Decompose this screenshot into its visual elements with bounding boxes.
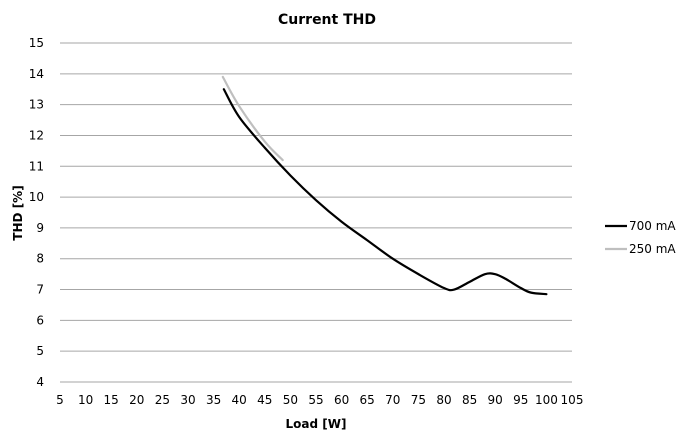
y-tick-label: 12 [29, 128, 44, 142]
y-axis-title: THD [%] [11, 185, 25, 240]
y-tick-label: 10 [29, 190, 44, 204]
x-tick-label: 60 [334, 393, 349, 407]
y-tick-label: 9 [36, 221, 44, 235]
series-line-250-ma [221, 75, 284, 162]
y-tick-label: 5 [36, 344, 44, 358]
x-tick-label: 35 [206, 393, 221, 407]
x-tick-label: 40 [232, 393, 247, 407]
x-tick-label: 25 [155, 393, 170, 407]
x-tick-label: 5 [56, 393, 64, 407]
y-axis-ticks: 4 5 6 7 8 9 10 11 12 13 14 15 [29, 36, 44, 389]
series-lines [221, 75, 548, 296]
y-tick-label: 14 [29, 67, 44, 81]
legend-label: 250 mA [629, 242, 676, 256]
x-tick-label: 30 [180, 393, 195, 407]
y-tick-label: 13 [29, 98, 44, 112]
y-tick-label: 11 [29, 159, 44, 173]
x-tick-label: 85 [462, 393, 477, 407]
y-tick-label: 15 [29, 36, 44, 50]
x-tick-label: 45 [257, 393, 272, 407]
x-tick-label: 75 [411, 393, 426, 407]
x-tick-label: 20 [129, 393, 144, 407]
y-tick-label: 4 [36, 375, 44, 389]
x-tick-label: 95 [513, 393, 528, 407]
x-axis-ticks: 5 10 15 20 25 30 35 40 45 50 55 60 65 70 75 80 85 90 95 100… [56, 393, 583, 407]
x-tick-label: 10 [78, 393, 93, 407]
y-tick-label: 7 [36, 283, 44, 297]
x-tick-label: 90 [488, 393, 503, 407]
x-tick-label: 15 [104, 393, 119, 407]
x-tick-label: 105 [561, 393, 584, 407]
x-tick-label: 65 [360, 393, 375, 407]
legend: 700 mA 250 mA [605, 219, 676, 256]
y-tick-label: 8 [36, 252, 44, 266]
legend-label: 700 mA [629, 219, 676, 233]
series-line-700-ma [222, 88, 548, 296]
x-axis-title: Load [W] [286, 417, 347, 431]
x-tick-label: 100 [535, 393, 558, 407]
y-tick-label: 6 [36, 313, 44, 327]
x-tick-label: 55 [308, 393, 323, 407]
x-tick-label: 80 [436, 393, 451, 407]
gridlines [60, 42, 572, 383]
chart-title: Current THD [278, 12, 376, 28]
x-tick-label: 70 [385, 393, 400, 407]
x-tick-label: 50 [283, 393, 298, 407]
